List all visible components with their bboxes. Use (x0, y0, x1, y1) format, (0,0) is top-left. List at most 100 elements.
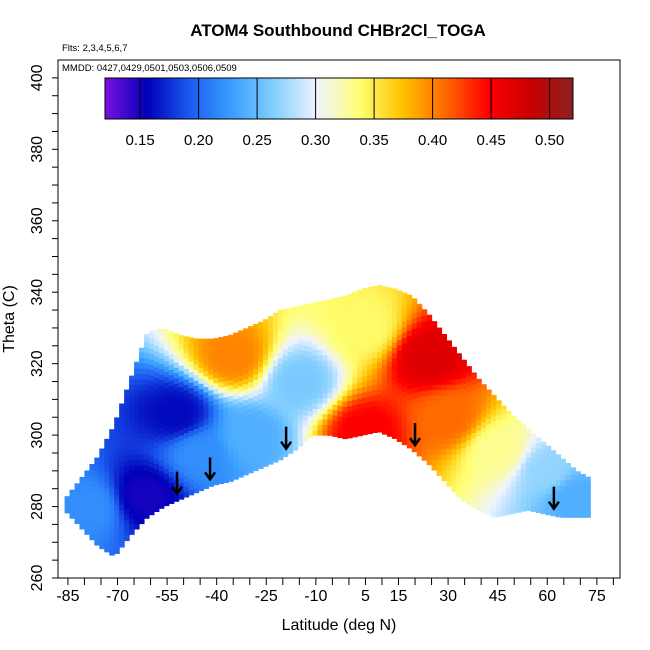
field-cell (248, 333, 254, 340)
field-cell (99, 462, 105, 469)
field-cell (104, 438, 110, 440)
field-cell (143, 491, 150, 498)
field-cell (456, 437, 462, 444)
field-cell (471, 448, 477, 455)
field-cell (208, 416, 214, 423)
field-cell (441, 443, 448, 450)
field-cell (327, 333, 333, 340)
field-cell (481, 384, 487, 390)
field-cell (481, 448, 487, 455)
field-cell (218, 467, 224, 474)
field-cell (431, 335, 438, 342)
field-cell (505, 476, 512, 483)
field-cell (168, 369, 175, 376)
colorbar-segment (557, 78, 562, 119)
field-cell (575, 506, 581, 513)
field-cell (248, 461, 254, 468)
field-cell (471, 405, 477, 412)
field-cell (391, 416, 398, 423)
field-cell (560, 469, 567, 475)
field-cell (446, 389, 452, 396)
field-cell (496, 473, 502, 480)
field-cell (307, 367, 314, 374)
field-cell (218, 451, 224, 458)
field-cell (386, 312, 393, 319)
field-cell (386, 329, 393, 335)
field-cell (466, 386, 472, 393)
colorbar-segment (303, 78, 309, 119)
field-cell (143, 453, 150, 460)
field-cell (109, 447, 115, 454)
field-cell (203, 397, 210, 404)
field-cell (233, 457, 239, 464)
field-cell (416, 423, 423, 430)
field-cell (372, 314, 378, 321)
field-cell (391, 293, 398, 300)
plot-frame (57, 59, 621, 579)
field-cell (272, 424, 279, 431)
field-cell (238, 450, 244, 457)
field-cell (327, 408, 333, 415)
field-cell (391, 315, 398, 322)
field-cell (535, 485, 542, 492)
field-cell (416, 370, 423, 377)
field-cell (253, 390, 259, 397)
field-cell (84, 470, 91, 476)
field-cell (550, 472, 557, 479)
field-cell (446, 368, 452, 375)
field-cell (218, 462, 224, 469)
field-cell (253, 352, 259, 359)
field-cell (178, 418, 185, 425)
field-cell (362, 386, 368, 393)
field-cell (307, 330, 314, 337)
field-cell (143, 437, 150, 444)
field-cell (406, 303, 413, 310)
field-cell (258, 382, 264, 389)
field-cell (446, 394, 452, 401)
field-cell (119, 423, 125, 430)
field-cell (312, 317, 319, 324)
field-cell (203, 391, 210, 398)
field-cell (406, 383, 413, 390)
field-cell (327, 299, 333, 302)
colorbar-segment (179, 78, 184, 119)
field-cell (416, 359, 423, 366)
field-cell (372, 405, 378, 412)
field-cell (168, 444, 175, 451)
field-cell (441, 357, 448, 364)
field-cell (481, 432, 487, 439)
field-cell (79, 512, 86, 519)
field-cell (461, 436, 467, 443)
field-cell (262, 380, 269, 387)
field-cell (451, 400, 457, 407)
field-cell (352, 318, 358, 325)
field-cell (317, 370, 324, 377)
field-cell (262, 391, 269, 398)
field-cell (570, 469, 576, 475)
field-cell (327, 349, 333, 356)
field-cell (312, 302, 319, 308)
field-cell (486, 471, 492, 478)
field-cell (238, 407, 244, 414)
field-cell (421, 320, 428, 327)
field-cell (178, 359, 185, 366)
y-axis-label: Theta (C) (1, 285, 18, 353)
field-cell (208, 405, 214, 412)
field-cell (486, 498, 492, 505)
field-cell (540, 454, 547, 461)
field-cell (436, 346, 443, 353)
field-cell (317, 429, 324, 436)
field-cell (104, 503, 110, 510)
field-cell (178, 397, 185, 404)
field-cell (307, 308, 314, 315)
field-cell (550, 450, 557, 452)
field-cell (94, 518, 100, 525)
field-cell (362, 288, 368, 291)
field-cell (332, 339, 338, 346)
field-cell (372, 378, 378, 385)
field-cell (79, 496, 86, 503)
field-cell (277, 314, 284, 321)
field-cell (461, 420, 467, 427)
field-cell (124, 449, 130, 456)
field-cell (163, 334, 170, 340)
